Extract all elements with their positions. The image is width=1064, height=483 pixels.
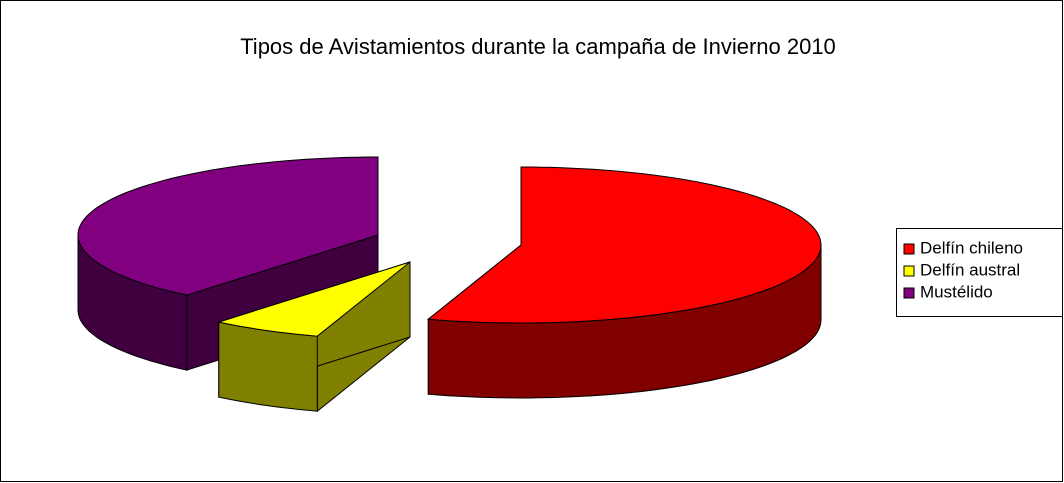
pie-slice <box>216 260 411 413</box>
slice-top <box>427 166 822 324</box>
pie-slice <box>427 166 822 399</box>
chart-title: Tipos de Avistamientos durante la campañ… <box>240 34 836 59</box>
legend-swatch <box>903 265 915 277</box>
legend-box <box>896 228 1063 317</box>
legend-label: Delfín austral <box>920 260 1020 279</box>
slice-outer-face <box>218 321 318 412</box>
slice-top <box>216 261 411 337</box>
legend-swatch <box>903 243 915 255</box>
legend-swatch <box>903 287 915 299</box>
legend-label: Delfín chileno <box>920 238 1023 257</box>
slice-top <box>77 156 379 296</box>
legend-label: Mustélido <box>920 282 993 301</box>
